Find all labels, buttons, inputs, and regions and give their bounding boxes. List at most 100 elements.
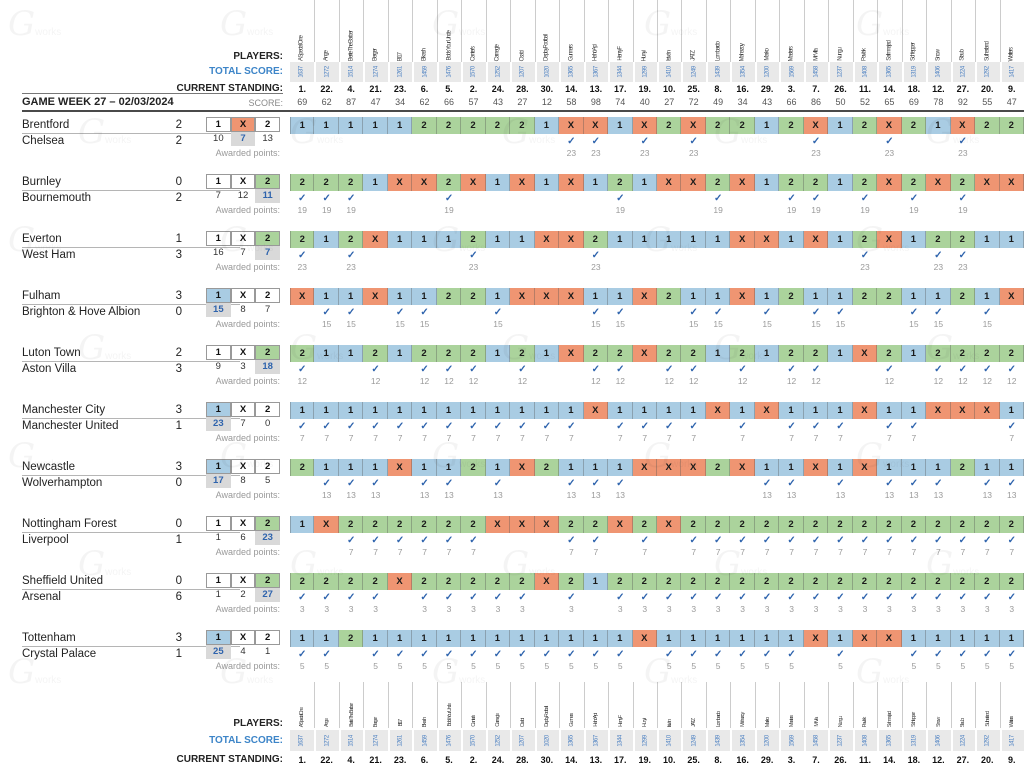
odds-header-2: 2 [255,174,280,189]
prediction-cell: 2 [314,573,339,590]
check-cell [339,135,363,161]
player-name: Staub [960,718,967,727]
check-cell: ✓ 13 [608,477,632,503]
check-cell: ✓ 7 [877,420,901,446]
check-cell [828,135,852,161]
player-total-score-cell: 1292 [975,730,1000,751]
awarded-points-value: 5 [397,661,403,671]
prediction-cell: 2 [510,345,535,362]
prediction-cell: 2 [730,117,755,134]
check-cell [535,192,559,218]
check-cell [535,249,559,275]
player-total-score: 1020 [544,66,551,78]
prediction-cell: 2 [412,345,437,362]
check-icon: ✓ [934,535,943,546]
player-name-cell: Mr Villa [803,0,828,62]
awarded-points-value: 15 [933,319,944,329]
player-name-cell: Schlepper [901,0,926,62]
check-icon: ✓ [420,535,429,546]
player-gameweek-score: 78 [933,97,944,107]
prediction-cell: X [926,174,951,191]
check-icon: ✓ [493,592,503,603]
odds-value-2: 11 [255,189,280,203]
prediction-cell: 1 [461,630,486,647]
awarded-points-value: 5 [446,661,452,671]
prediction-cell: 1 [730,402,755,419]
check-cell: ✓ 13 [779,477,803,503]
player-total-score: 1406 [935,734,942,747]
awarded-points-label: Awarded points: [215,148,280,158]
player-total-score: 1439 [715,734,722,747]
check-cell: ✓ 3 [363,591,387,617]
player-total-score-cell: 1344 [608,730,633,751]
prediction-cell: 1 [436,459,462,476]
prediction-cell: 2 [999,516,1024,533]
awarded-points-value: 19 [346,205,356,215]
check-icon: ✓ [371,421,380,432]
check-cell [706,249,730,275]
prediction-cell: 1 [485,231,511,248]
odds-header-2: 2 [255,402,280,417]
home-team-score: 0 [175,575,182,587]
player-total-score-cell: 1514 [338,62,364,82]
player-name: Bikash [422,717,429,727]
footer-total-scores: 1637 1272 1514 1274 1261 1459 1476 1570 1252 1207… [290,730,1024,751]
prediction-cell: 2 [950,573,976,590]
awarded-points-value: 23 [860,262,870,272]
prediction-cell: 2 [510,117,535,134]
check-cell [388,135,412,161]
player-gameweek-score: 62 [419,97,430,107]
check-icon: ✓ [1007,649,1016,660]
check-cell: ✓ 7 [951,534,975,560]
player-name: Bikash [421,48,428,61]
prediction-cell: 2 [779,174,804,191]
check-icon: ✓ [934,649,943,660]
player-name-cell: Lombardo [705,0,730,62]
player-name: BI17 [397,720,404,727]
prediction-cell: 2 [363,345,388,362]
check-icon: ✓ [420,649,429,660]
check-cell [314,363,338,389]
player-gameweek-score: 50 [835,97,846,107]
check-icon: ✓ [909,421,919,432]
check-cell: ✓ 3 [657,591,681,617]
player-total-score-cell: 1439 [705,62,731,82]
awarded-points-value: 12 [419,376,430,386]
prediction-cell: 1 [828,288,853,305]
prediction-cell: X [877,231,902,248]
check-cell: ✓ 12 [584,363,608,389]
check-cell [559,363,583,389]
odds-value-2: 23 [255,531,280,545]
header-total-scores: 1637 1272 1514 1274 1261 1459 1476 1570 1252 1207… [290,62,1024,82]
check-cell [1000,135,1024,161]
awarded-points-value: 13 [566,490,577,500]
prediction-cell: X [559,288,584,305]
player-name: JATZ [691,719,698,727]
check-cell: ✓ 3 [559,591,583,617]
check-cell: ✓ 12 [926,363,950,389]
awarded-points-value: 5 [544,661,550,671]
player-name-cell: Watters [999,0,1024,62]
check-icon: ✓ [738,649,747,660]
check-cell [1000,249,1024,275]
awarded-points-value: 7 [495,433,501,443]
player-total-score: 1237 [837,734,844,747]
check-icon: ✓ [934,364,943,375]
prediction-cell: X [730,231,755,248]
prediction-cell: 2 [338,573,364,590]
check-icon: ✓ [567,421,576,432]
match-block-8: Nottingham Forest 0 Liverpool 1 1 X 2 1 6 23 Award… [0,516,1024,573]
player-name-cell: Csabi [510,0,534,62]
player-total-score: 1367 [593,734,600,747]
prediction-cell: 2 [412,573,437,590]
prediction-cell: X [705,402,731,419]
awarded-points-value: 12 [517,376,528,386]
prediction-cell: X [387,573,413,590]
odds-value-X: 8 [240,304,246,315]
team-divider [22,190,240,191]
player-total-score: 1272 [324,734,331,747]
check-cell [412,192,436,218]
players-label-footer: PLAYERS: [233,718,283,729]
awarded-points-value: 5 [1009,661,1015,671]
player-total-score: 1292 [984,734,991,747]
